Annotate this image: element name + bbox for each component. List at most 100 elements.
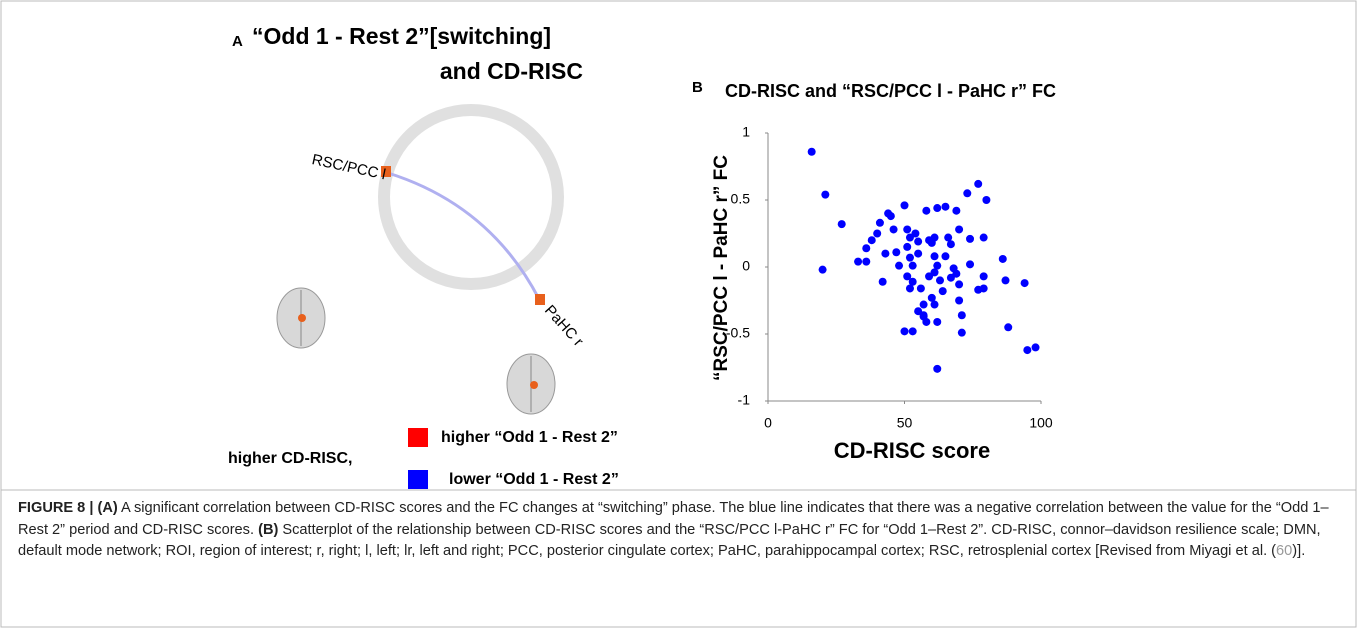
point — [1020, 279, 1029, 288]
point — [955, 225, 964, 234]
point — [905, 233, 914, 242]
point — [930, 300, 939, 309]
point — [862, 244, 871, 253]
point — [941, 202, 950, 211]
point — [952, 269, 961, 278]
y-axis-label: “RSC/PCC l - PaHC r” FC — [711, 155, 732, 381]
point — [974, 179, 983, 188]
caption-text: )]. — [1292, 543, 1306, 559]
point — [862, 257, 871, 266]
caption-text: A significant correlation between CD-RIS… — [18, 500, 1329, 538]
point — [955, 280, 964, 289]
point — [919, 300, 928, 309]
point — [922, 206, 931, 215]
brain-icon — [506, 353, 556, 415]
point — [889, 225, 898, 234]
point — [930, 268, 939, 277]
point — [908, 327, 917, 336]
point — [916, 284, 925, 293]
node — [535, 294, 545, 305]
legend-swatch — [408, 428, 428, 447]
point — [944, 233, 953, 242]
point — [903, 242, 912, 251]
point — [927, 293, 936, 302]
point — [946, 273, 955, 282]
point — [930, 252, 939, 261]
point — [935, 276, 944, 285]
legend-label: lower “Odd 1 - Rest 2” — [449, 471, 619, 488]
point — [867, 236, 876, 245]
point — [1001, 276, 1010, 285]
point — [946, 240, 955, 249]
point — [925, 272, 934, 281]
panel-title: “Odd 1 - Rest 2”[switching] — [252, 23, 551, 49]
x-tick-label: 50 — [897, 415, 913, 431]
point — [914, 237, 923, 246]
point — [900, 201, 909, 210]
connection — [387, 171, 541, 300]
point — [957, 311, 966, 320]
point — [886, 212, 895, 221]
point — [941, 252, 950, 261]
node — [381, 166, 391, 177]
point — [875, 218, 884, 227]
caption-label: (B) — [258, 521, 279, 538]
node-label: PaHC r — [541, 302, 587, 350]
point — [982, 196, 991, 204]
y-tick-label: 1 — [742, 124, 750, 140]
y-tick-label: -1 — [738, 392, 751, 408]
point — [903, 272, 912, 281]
point — [903, 225, 912, 234]
point — [911, 229, 920, 238]
panel-label: A — [232, 33, 243, 50]
point — [1023, 346, 1032, 355]
point — [933, 261, 942, 270]
node-label: RSC/PCC l — [310, 151, 387, 183]
point — [938, 287, 947, 296]
caption-text: Scatterplot of the relationship between … — [18, 521, 1321, 560]
x-axis-label: CD-RISC score — [834, 438, 990, 463]
point — [818, 265, 827, 274]
point — [878, 277, 887, 286]
point — [854, 257, 863, 266]
point — [979, 233, 988, 242]
point — [807, 147, 816, 156]
point — [922, 317, 931, 326]
point — [979, 272, 988, 281]
point — [837, 220, 846, 229]
y-tick-label: 0.5 — [731, 191, 751, 207]
chart-title: CD-RISC and “RSC/PCC l - PaHC r” FC — [725, 81, 1056, 101]
point — [895, 261, 904, 270]
point — [930, 233, 939, 242]
point — [908, 277, 917, 286]
point — [892, 248, 901, 257]
point — [1031, 343, 1040, 352]
panel-title: and CD-RISC — [440, 58, 583, 84]
point — [1004, 323, 1013, 332]
point — [905, 253, 914, 262]
point — [998, 254, 1007, 263]
panel-label: B — [692, 79, 703, 96]
point — [952, 206, 961, 215]
point — [881, 249, 890, 258]
point — [955, 296, 964, 305]
y-tick-label: -0.5 — [726, 325, 750, 341]
point — [957, 328, 966, 337]
point — [914, 307, 923, 316]
legend-label: higher “Odd 1 - Rest 2” — [441, 429, 618, 446]
point — [933, 364, 942, 373]
point — [979, 284, 988, 293]
legend-swatch — [408, 470, 428, 489]
point — [900, 327, 909, 336]
reference[interactable]: 60 — [1276, 543, 1293, 559]
point — [966, 260, 975, 269]
point — [914, 249, 923, 258]
figure-label: FIGURE 8 | — [18, 500, 94, 516]
x-tick-label: 100 — [1029, 415, 1053, 431]
point — [908, 261, 917, 270]
point — [933, 317, 942, 326]
point — [905, 284, 914, 293]
